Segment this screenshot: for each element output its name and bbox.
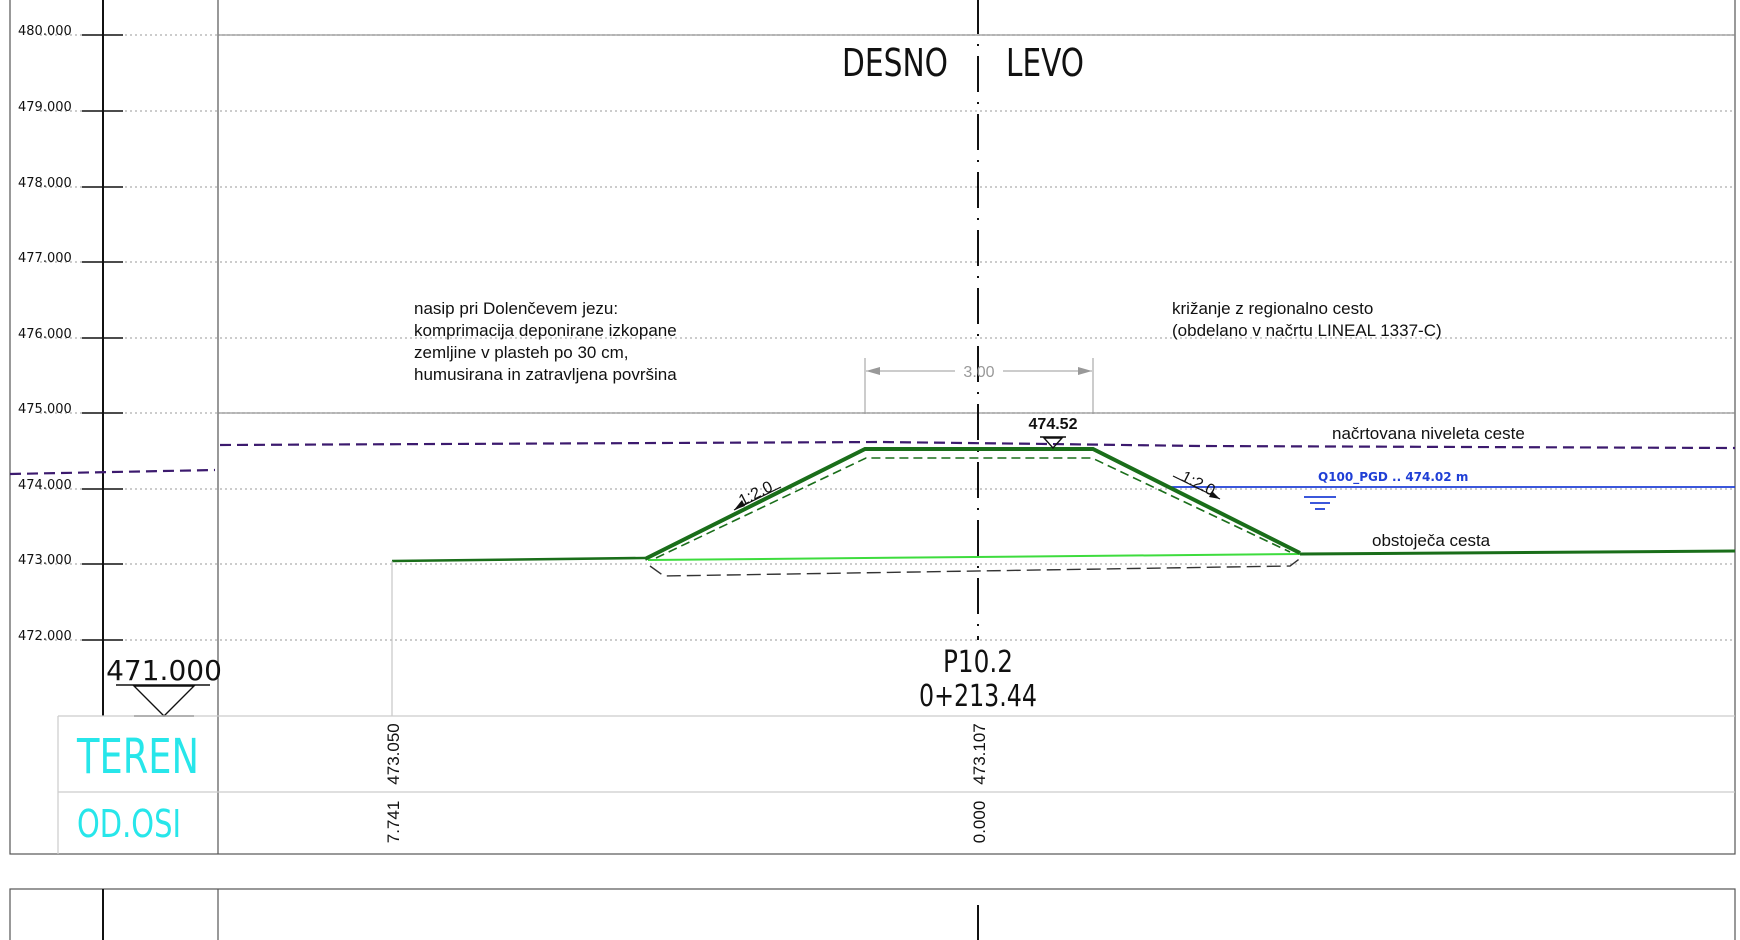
svg-text:križanje z regionalno cesto: križanje z regionalno cesto bbox=[1172, 299, 1373, 318]
elevation-label: 476.000 bbox=[18, 327, 72, 342]
teren-value: 473.050 bbox=[384, 723, 403, 784]
elevation-label: 478.000 bbox=[18, 176, 72, 191]
data-table: TEREN OD.OSI 473.050 473.107 7.741 0.000 bbox=[57, 715, 1735, 854]
water-level-icon bbox=[1304, 496, 1336, 510]
side-label-left: LEVO bbox=[1006, 41, 1084, 85]
elevation-labels: 480.000 479.000 478.000 477.000 476.000 … bbox=[18, 24, 72, 644]
svg-text:nasip pri Dolenčevem jezu:: nasip pri Dolenčevem jezu: bbox=[414, 299, 618, 318]
row-label-teren: TEREN bbox=[76, 729, 199, 785]
svg-text:(obdelano v načrtu LINEAL 1337: (obdelano v načrtu LINEAL 1337-C) bbox=[1172, 321, 1442, 340]
elevation-ticks bbox=[82, 34, 123, 641]
crest-elevation-label: 474.52 bbox=[1029, 416, 1078, 433]
elevation-label: 475.000 bbox=[18, 402, 72, 417]
crossing-note: križanje z regionalno cesto (obdelano v … bbox=[1172, 299, 1442, 340]
odosi-value: 0.000 bbox=[970, 801, 989, 844]
humus-layer-line bbox=[655, 457, 1291, 559]
row-label-odosi: OD.OSI bbox=[77, 802, 181, 846]
elevation-label: 472.000 bbox=[18, 629, 72, 644]
existing-terrain-left bbox=[391, 556, 646, 563]
svg-text:zemljine v plasteh po 30 cm,: zemljine v plasteh po 30 cm, bbox=[414, 343, 629, 362]
embankment-note: nasip pri Dolenčevem jezu: komprimacija … bbox=[414, 299, 677, 384]
excavation-line bbox=[649, 556, 1303, 577]
profile-id: P10.2 bbox=[943, 645, 1013, 680]
datum-label: 471.000 bbox=[106, 654, 222, 687]
odosi-value: 7.741 bbox=[384, 801, 403, 844]
chainage-label: 0+213.44 bbox=[919, 679, 1037, 714]
side-label-right: DESNO bbox=[842, 41, 948, 85]
teren-value: 473.107 bbox=[970, 723, 989, 784]
q100-label: Q100_PGD .. 474.02 m bbox=[1318, 470, 1468, 485]
elevation-label: 479.000 bbox=[18, 100, 72, 115]
elevation-label: 474.000 bbox=[18, 478, 72, 493]
elevation-label: 480.000 bbox=[18, 24, 72, 39]
embankment-outline bbox=[644, 447, 1301, 561]
road-design-line bbox=[219, 440, 1736, 450]
datum-triangle-icon bbox=[132, 685, 196, 717]
elevation-label: 473.000 bbox=[18, 553, 72, 568]
road-design-label: načrtovana niveleta ceste bbox=[1332, 424, 1525, 443]
svg-text:humusirana in zatravljena povr: humusirana in zatravljena površina bbox=[414, 365, 677, 384]
upper-sheet-frame bbox=[9, 0, 1736, 855]
existing-road-right bbox=[1299, 549, 1736, 556]
existing-ground-line bbox=[647, 553, 1301, 561]
width-dimension-label: 3.00 bbox=[963, 364, 994, 381]
road-design-line-left bbox=[9, 468, 216, 476]
lower-sheet-frame bbox=[9, 888, 1736, 940]
crest-elevation-triangle-icon bbox=[1042, 437, 1064, 450]
elevation-label: 477.000 bbox=[18, 251, 72, 266]
existing-road-label: obstoječa cesta bbox=[1372, 531, 1491, 550]
width-dimension: 3.00 bbox=[864, 358, 1094, 414]
svg-text:komprimacija deponirane izkopa: komprimacija deponirane izkopane bbox=[414, 321, 677, 340]
